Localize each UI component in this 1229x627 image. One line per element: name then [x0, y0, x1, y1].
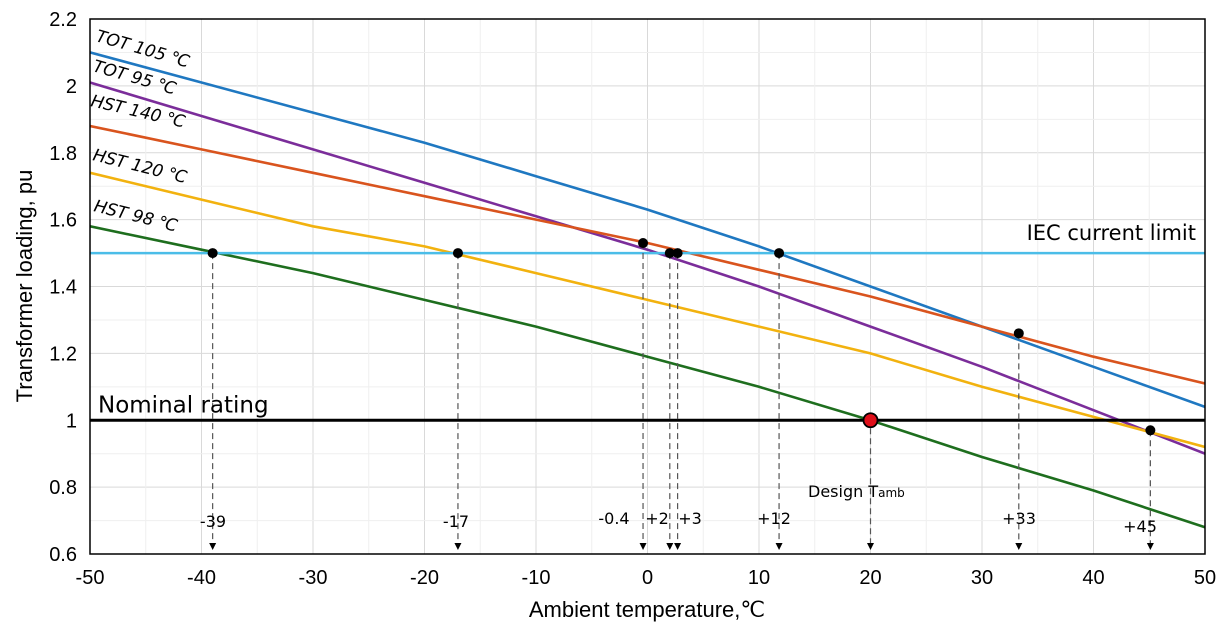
x-tick-label: -10	[522, 567, 551, 589]
y-tick-label: 0.6	[49, 544, 77, 566]
intersection-marker	[664, 248, 675, 259]
series-line-2	[90, 81, 1205, 455]
design-point-marker	[862, 412, 879, 429]
intersection-marker	[1013, 328, 1024, 339]
drop-arrow	[639, 543, 647, 550]
drop-arrow	[1015, 543, 1023, 550]
x-tick-label: 40	[1082, 567, 1104, 589]
design-tamb-subscript: amb	[878, 486, 905, 500]
drop-arrow	[666, 543, 674, 550]
marker-value-label: +45	[1123, 517, 1157, 536]
design-drop-arrow	[867, 543, 874, 550]
reference-lines	[90, 251, 1205, 422]
y-tick-label: 2.2	[49, 9, 77, 31]
drop-lines	[209, 243, 1154, 550]
tick-labels: -50 -40 -30 -20 -10 0 10 20 30 40 50 0.6 0.8 1 1.2 1.4 1…	[49, 9, 1216, 589]
y-tick-label: 1	[66, 410, 77, 432]
x-tick-label: 50	[1194, 567, 1216, 589]
iec-limit-label: IEC current limit	[1027, 221, 1196, 245]
y-tick-label: 2	[66, 76, 77, 98]
y-tick-label: 1.4	[49, 277, 77, 299]
intersection-marker	[774, 248, 785, 259]
y-tick-label: 1.6	[49, 210, 77, 232]
intersection-marker	[207, 248, 218, 259]
marker-value-label: +12	[757, 509, 791, 528]
drop-arrow	[454, 543, 462, 550]
plot-frame	[89, 18, 1206, 555]
x-tick-label: 30	[971, 567, 993, 589]
x-tick-label: -30	[299, 567, 328, 589]
intersection-marker	[672, 248, 683, 259]
x-tick-label: -50	[76, 567, 105, 589]
marker-value-label: +33	[1002, 509, 1036, 528]
markers	[207, 238, 1156, 436]
intersection-marker	[638, 238, 649, 249]
y-tick-label: 1.2	[49, 343, 77, 365]
intersection-marker	[1145, 425, 1156, 436]
drop-arrow	[1146, 543, 1154, 550]
nominal-rating-label: Nominal rating	[98, 392, 269, 418]
marker-value-label: -0.4	[598, 509, 629, 528]
marker-value-label: +3	[678, 509, 702, 528]
y-tick-label: 1.8	[49, 143, 77, 165]
marker-value-label: +2	[645, 509, 669, 528]
drop-arrow	[209, 543, 217, 550]
design-tamb-label: Design Tamb	[808, 482, 905, 501]
x-tick-label: -20	[410, 567, 439, 589]
y-axis-title: Transformer loading, pu	[12, 170, 37, 403]
intersection-marker	[452, 248, 463, 259]
marker-value-label: -17	[443, 512, 469, 531]
marker-value-label: -39	[200, 512, 226, 531]
series-line-1	[90, 51, 1205, 409]
drop-arrow	[674, 543, 682, 550]
x-tick-label: 10	[748, 567, 770, 589]
x-tick-label: 0	[642, 567, 653, 589]
y-tick-label: 0.8	[49, 477, 77, 499]
x-tick-label: 20	[859, 567, 881, 589]
x-tick-label: -40	[187, 567, 216, 589]
drop-arrow	[775, 543, 783, 550]
annotations: IEC current limit Nominal rating -39 -17 -0.…	[98, 221, 1196, 536]
x-axis-title: Ambient temperature,℃	[529, 597, 765, 622]
